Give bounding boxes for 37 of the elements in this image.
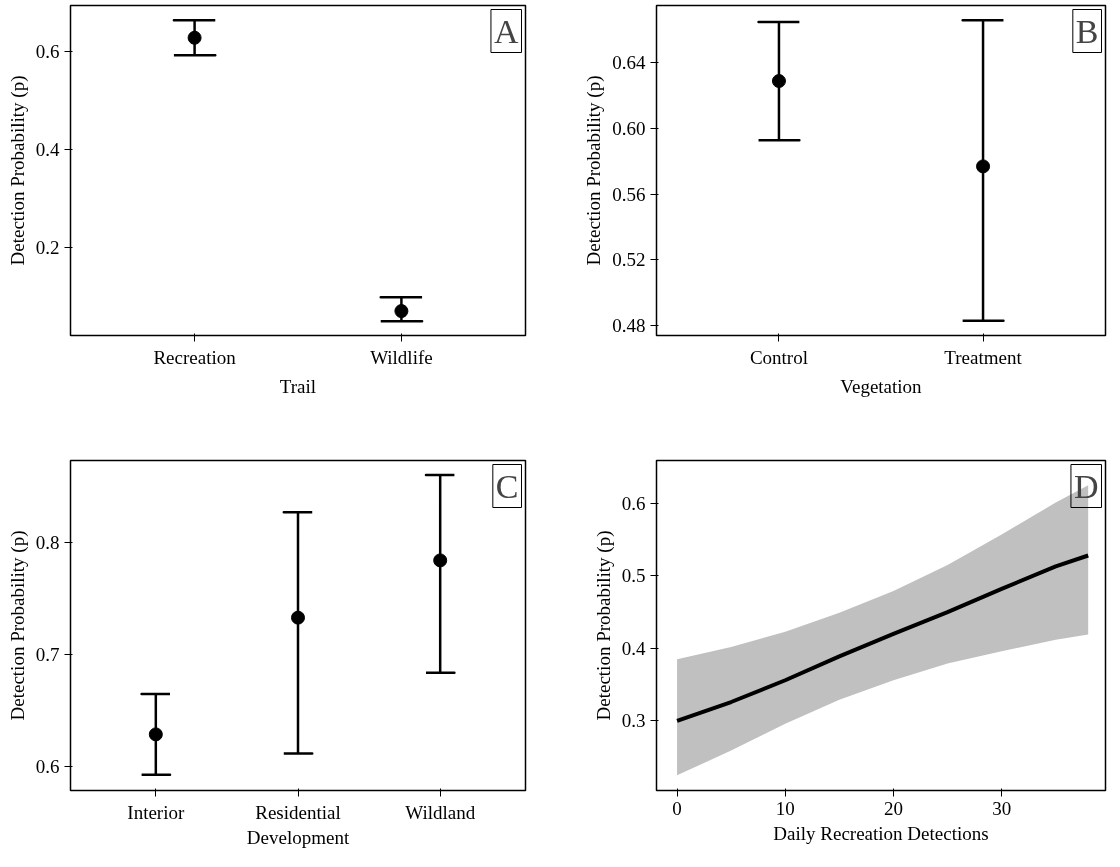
- y-tick-label: 0.64: [612, 52, 646, 74]
- x-tick-label: Recreation: [153, 346, 237, 368]
- x-tick-label: 10: [775, 797, 795, 819]
- y-tick-label: 0.6: [35, 41, 60, 63]
- chart-title: D: [1073, 467, 1099, 505]
- x-tick-label: Wildland: [405, 801, 476, 823]
- y-tick-label: 0.3: [621, 710, 646, 732]
- x-axis-title: Trail: [279, 375, 317, 397]
- x-tick-label: 30: [992, 797, 1012, 819]
- y-axis-title: Detection Probability (p): [583, 75, 606, 266]
- chart-title: A: [493, 12, 519, 50]
- x-tick-label: Treatment: [944, 346, 1023, 368]
- y-tick-label: 0.8: [35, 531, 60, 553]
- y-axis-title: Detection Probability (p): [592, 530, 615, 721]
- y-tick-label: 0.7: [35, 644, 60, 666]
- y-tick-label: 0.6: [35, 756, 60, 778]
- y-axis-title: Detection Probability (p): [6, 75, 29, 266]
- y-axis-title: Detection Probability (p): [6, 530, 29, 721]
- x-tick-label: Residential Development: [246, 801, 350, 848]
- y-tick-label: 0.6: [621, 492, 646, 514]
- y-tick-label: 0.2: [35, 237, 60, 258]
- y-tick-label: 0.60: [612, 118, 646, 140]
- chart-title: B: [1075, 12, 1099, 50]
- y-tick-label: 0.4: [35, 139, 60, 161]
- y-tick-label: 0.48: [612, 315, 646, 337]
- y-tick-label: 0.52: [612, 249, 646, 271]
- y-tick-label: 0.5: [621, 565, 646, 587]
- x-axis-title: Vegetation: [840, 375, 923, 397]
- x-tick-label: 0: [672, 797, 682, 819]
- x-tick-label: Control: [749, 346, 808, 368]
- x-tick-label: 20: [883, 797, 903, 819]
- x-tick-label: Wildlife: [370, 346, 433, 368]
- chart-title: C: [495, 467, 519, 505]
- y-tick-label: 0.56: [612, 183, 646, 205]
- x-tick-label: Interior: [127, 801, 185, 823]
- x-axis-title: Daily Recreation Detections: [773, 822, 989, 844]
- y-tick-label: 0.4: [621, 637, 646, 659]
